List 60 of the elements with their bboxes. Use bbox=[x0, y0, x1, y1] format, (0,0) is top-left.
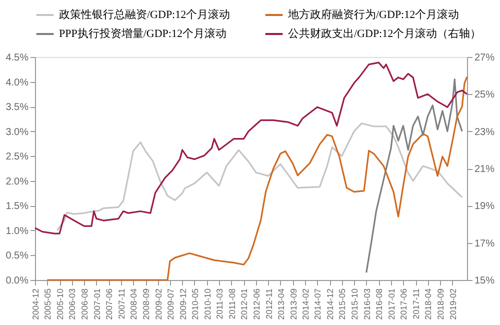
x-tick-label: 2008-04 bbox=[128, 288, 139, 320]
y2-tick-label: 27% bbox=[474, 52, 495, 64]
x-tick-label: 2009-02 bbox=[153, 288, 164, 320]
x-tick-label: 2016-08 bbox=[374, 288, 384, 320]
x-tick-label: 2010-10 bbox=[202, 288, 212, 320]
x-tick-label: 2008-09 bbox=[141, 288, 151, 320]
x-tick-label: 2017-06 bbox=[398, 288, 409, 320]
x-tick-label: 2004-12 bbox=[30, 288, 40, 320]
y2-tick-label: 19% bbox=[474, 201, 495, 212]
x-tick-label: 2017-11 bbox=[411, 288, 422, 320]
x-tick-label: 2009-12 bbox=[178, 288, 188, 320]
x-tick-label: 2007-06 bbox=[104, 288, 114, 320]
x-tick-label: 2005-10 bbox=[55, 288, 66, 320]
x-tick-label: 2012-11 bbox=[264, 288, 274, 320]
y2-tick-label: 21% bbox=[474, 164, 495, 175]
x-tick-label: 2015-05 bbox=[337, 288, 348, 320]
x-tick-label: 2006-03 bbox=[67, 288, 78, 320]
y-tick-label: 3.0% bbox=[6, 126, 29, 138]
x-tick-label: 2014-07 bbox=[312, 288, 323, 320]
x-tick-label: 2014-12 bbox=[325, 288, 336, 320]
y-tick-label: 4.0% bbox=[6, 77, 29, 88]
x-tick-label: 2012-01 bbox=[239, 288, 250, 320]
y2-tick-label: 15% bbox=[474, 276, 495, 286]
legend-label: 公共财政支出/GDP:12个月滚动（右轴） bbox=[288, 27, 482, 40]
y-tick-label: 3.5% bbox=[6, 102, 29, 114]
x-tick-label: 2013-04 bbox=[276, 288, 286, 320]
x-tick-label: 2005-05 bbox=[42, 288, 53, 320]
line-series bbox=[56, 122, 463, 232]
line-series bbox=[34, 62, 468, 234]
x-tick-label: 2014-02 bbox=[300, 288, 311, 320]
legend-label: 地方政府融资行为/GDP:12个月滚动 bbox=[287, 8, 460, 21]
x-tick-label: 2018-09 bbox=[436, 288, 446, 320]
y-tick-label: 2.0% bbox=[6, 176, 29, 188]
x-tick-label: 2007-01 bbox=[92, 288, 102, 320]
y-tick-label: 0.0% bbox=[6, 276, 29, 286]
legend-label: PPP执行投资增量/GDP:12个月滚动 bbox=[59, 27, 226, 40]
x-tick-label: 2016-03 bbox=[362, 288, 372, 320]
y2-tick-label: 23% bbox=[474, 126, 495, 138]
x-tick-label: 2007-11 bbox=[116, 288, 126, 320]
x-tick-label: 2012-06 bbox=[251, 288, 262, 320]
x-tick-label: 2011-03 bbox=[214, 288, 224, 320]
x-tick-label: 2019-02 bbox=[448, 288, 458, 320]
y-tick-label: 1.5% bbox=[6, 201, 29, 212]
x-tick-label: 2006-08 bbox=[80, 288, 90, 320]
legend-label: 政策性银行总融资/GDP:12个月滚动 bbox=[59, 8, 230, 21]
x-tick-label: 2017-01 bbox=[386, 288, 397, 320]
x-tick-label: 2015-10 bbox=[350, 288, 360, 320]
y-tick-label: 0.5% bbox=[6, 250, 29, 262]
y2-tick-label: 17% bbox=[474, 238, 495, 250]
y-tick-label: 4.5% bbox=[6, 52, 29, 64]
x-tick-label: 2010-05 bbox=[190, 288, 200, 320]
y2-tick-label: 25% bbox=[474, 90, 495, 101]
x-tick-label: 2009-07 bbox=[165, 288, 176, 320]
line-series bbox=[46, 76, 468, 281]
y-tick-label: 1.0% bbox=[6, 226, 29, 237]
x-tick-label: 2018-04 bbox=[423, 288, 434, 320]
x-tick-label: 2013-09 bbox=[288, 288, 298, 320]
line-series bbox=[366, 78, 463, 274]
y-tick-label: 2.5% bbox=[6, 152, 29, 163]
x-tick-label: 2011-08 bbox=[226, 288, 237, 320]
